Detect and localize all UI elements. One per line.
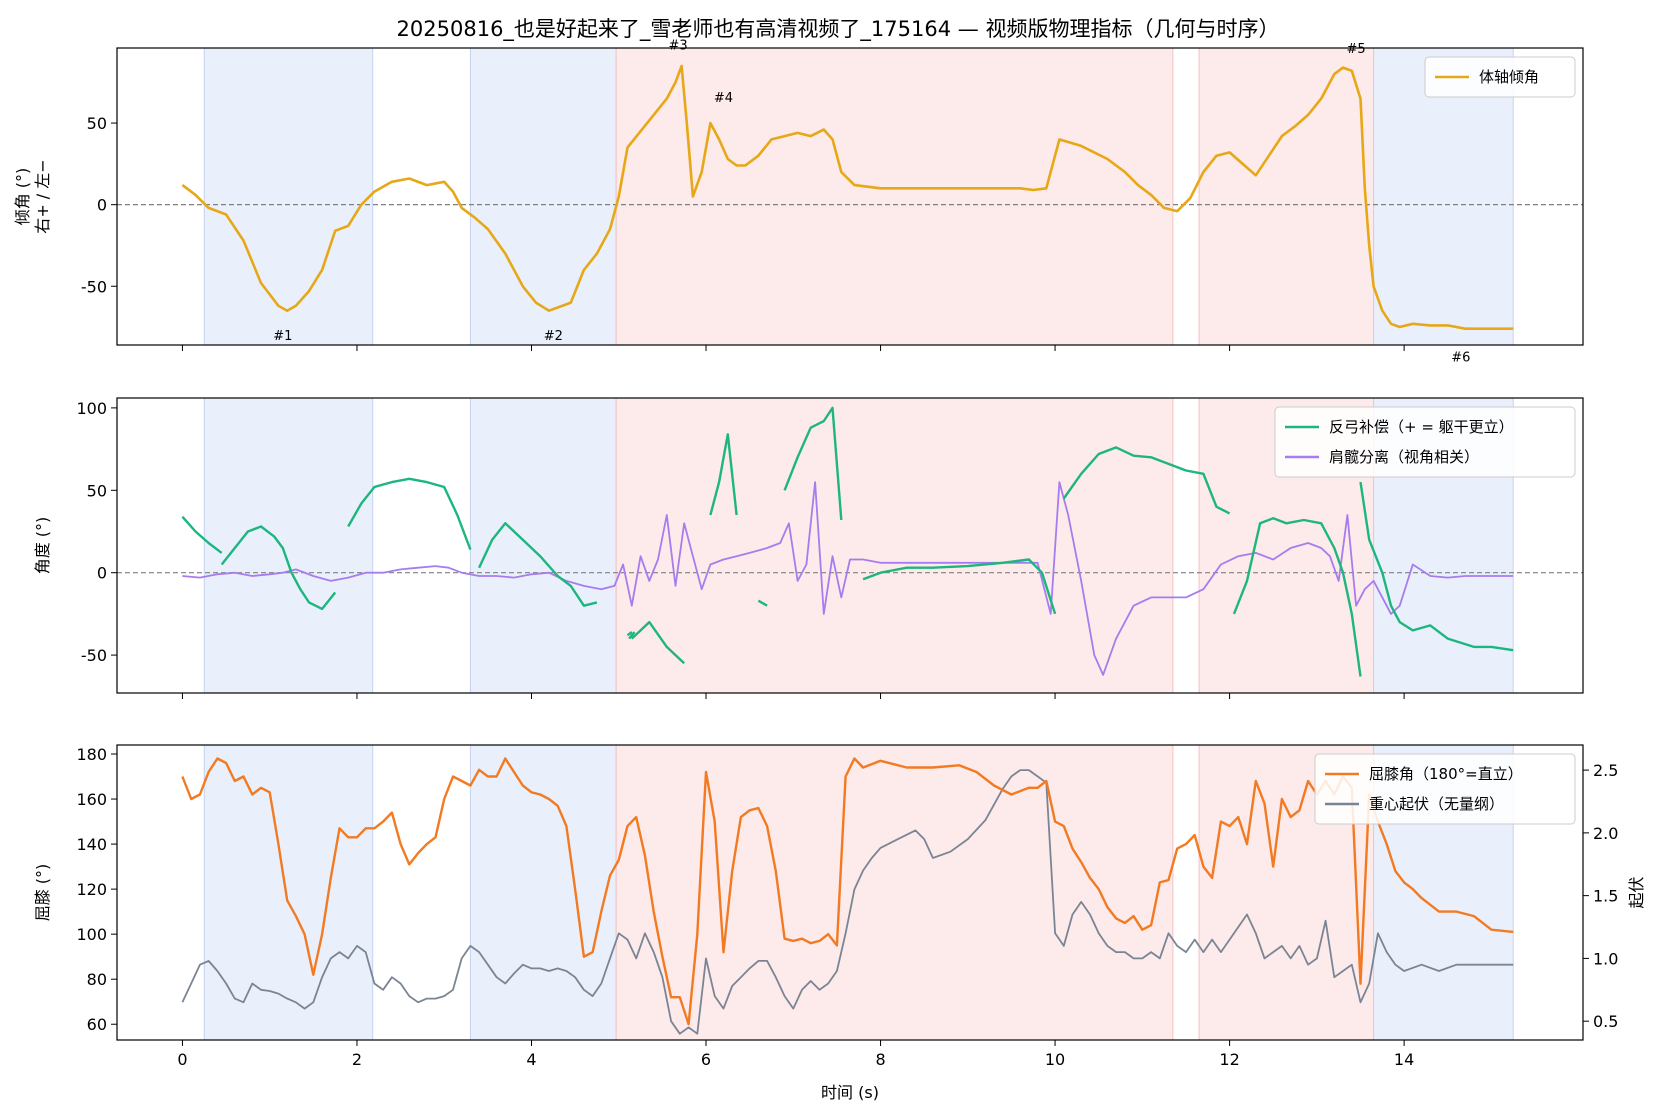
y-tick-label: 50	[87, 114, 107, 133]
peak-label-3: #4	[714, 91, 733, 106]
back-arch-series-segment-11	[1062, 446, 1231, 515]
y-tick-label: -50	[81, 646, 107, 665]
y-axis-label: 倾角 (°)	[13, 168, 32, 226]
peak-label-0: #1	[273, 329, 292, 344]
x-tick-label: 2	[352, 1050, 362, 1069]
back-arch-series-segment-13	[1359, 481, 1514, 652]
x-tick-label: 6	[701, 1050, 711, 1069]
phase-band-1	[469, 744, 617, 1041]
y2-tick-label: 1.0	[1593, 949, 1618, 968]
legend-entry-label: 反弓补偿（+ = 躯干更立）	[1329, 418, 1514, 436]
y-tick-label: 50	[87, 481, 107, 500]
legend-entry-label: 体轴倾角	[1479, 68, 1539, 86]
peak-label-2: #3	[669, 39, 688, 54]
y-tick-label: 0	[97, 196, 107, 215]
peak-label-5: #6	[1451, 350, 1470, 365]
legend: 屈膝角（180°=直立） 重心起伏（无量纲）	[1314, 753, 1576, 825]
x-tick-label: 4	[526, 1050, 536, 1069]
y-tick-label: 160	[76, 790, 107, 809]
x-tick-label: 10	[1045, 1050, 1065, 1069]
y-axis-label: 屈膝 (°)	[33, 864, 52, 922]
x-tick-label: 8	[875, 1050, 885, 1069]
phase-band-0	[203, 744, 374, 1041]
phase-band-1	[469, 397, 617, 694]
chart-title: 20250816_也是好起来了_雪老师也有高清视频了_175164 — 视频版物…	[397, 17, 1280, 42]
phase-band-3	[1198, 47, 1375, 346]
y-tick-label: 80	[87, 970, 107, 989]
phase-band-2	[615, 47, 1174, 346]
y-axis-label: 右+ / 左−	[33, 159, 52, 233]
y-tick-label: 100	[76, 925, 107, 944]
legend-entry-label: 屈膝角（180°=直立）	[1369, 765, 1523, 783]
axes-frame	[116, 744, 1584, 1041]
legend-entry-label: 重心起伏（无量纲）	[1369, 795, 1504, 813]
legend: 反弓补偿（+ = 躯干更立） 肩髋分离（视角相关）	[1274, 406, 1576, 478]
knee-series-line	[181, 757, 1514, 1026]
back-arch-series-segment-9	[783, 406, 843, 521]
y-tick-label: 0	[97, 564, 107, 583]
y-tick-label: 120	[76, 880, 107, 899]
panel-angle: 100 50 0 -50 角度 (°) 反弓补偿（+ = 躯干更立） 肩髋分离（视角相关）	[33, 397, 1584, 699]
phase-band-0	[203, 397, 374, 694]
y2-tick-label: 2.5	[1593, 761, 1618, 780]
shoulder-hip-series-line	[182, 481, 1514, 676]
back-arch-series-segment-3	[478, 522, 598, 607]
legend: 体轴倾角	[1424, 56, 1576, 98]
y2-tick-label: 0.5	[1593, 1012, 1618, 1031]
y-tick-label: -50	[81, 277, 107, 296]
back-arch-series-segment-4	[626, 631, 633, 637]
legend-box	[1274, 406, 1576, 478]
back-arch-series-segment-10	[862, 558, 1057, 615]
back-arch-series-segment-1	[220, 525, 337, 611]
back-arch-series-segment-8	[757, 599, 768, 607]
legend-box	[1314, 753, 1576, 825]
com-series-line	[181, 769, 1514, 1035]
panel-tilt: 50 0 -50 倾角 (°) 右+ / 左− #1 #2 #3 #4 #5 #6 体轴倾角	[13, 39, 1584, 365]
peak-label-4: #5	[1347, 42, 1366, 57]
y2-axis-label: 起伏	[1627, 876, 1646, 908]
x-tick-label: 14	[1394, 1050, 1414, 1069]
y-tick-label: 180	[76, 745, 107, 764]
x-tick-label: 0	[177, 1050, 187, 1069]
peak-label-1: #2	[544, 329, 563, 344]
phase-band-0	[203, 47, 374, 346]
y-tick-label: 140	[76, 835, 107, 854]
tilt-series-line	[181, 64, 1514, 330]
back-arch-series-segment-12	[1232, 517, 1362, 677]
back-arch-series-segment-7	[709, 433, 738, 516]
axes-frame	[116, 47, 1584, 346]
x-tick-label: 12	[1219, 1050, 1239, 1069]
y2-tick-label: 1.5	[1593, 887, 1618, 906]
y-tick-label: 60	[87, 1015, 107, 1034]
axes-frame	[116, 397, 1584, 694]
panel-knee: 2.5 2.0 1.5 1.0 0.5 起伏 180 160 140 120 100 80 60 0 2 4 6…	[33, 744, 1646, 1102]
back-arch-series-segment-0	[181, 515, 223, 554]
back-arch-series-segment-2	[347, 477, 472, 551]
y-axis-label: 角度 (°)	[33, 517, 52, 575]
phase-band-2	[615, 397, 1174, 694]
y2-tick-label: 2.0	[1593, 824, 1618, 843]
x-axis-label: 时间 (s)	[821, 1083, 879, 1102]
phase-band-1	[469, 47, 617, 346]
back-arch-series-segment-6	[628, 631, 636, 640]
back-arch-series-segment-5	[630, 620, 686, 665]
legend-entry-label: 肩髋分离（视角相关）	[1329, 448, 1479, 466]
y-tick-label: 100	[76, 399, 107, 418]
legend-box	[1424, 56, 1576, 98]
